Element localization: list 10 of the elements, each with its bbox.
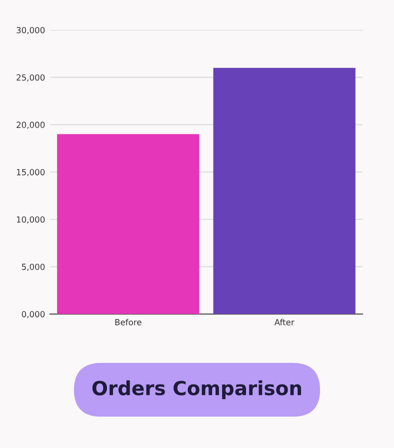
x-tick-label: After xyxy=(274,318,294,326)
y-tick-label: 15,000 xyxy=(16,169,45,176)
y-tick-label: 5,000 xyxy=(22,264,45,271)
text: Orders Comparison xyxy=(92,380,302,400)
y-tick-label: 20,000 xyxy=(16,122,45,129)
y-tick-label: 25,000 xyxy=(16,74,45,82)
x-tick-label: Before xyxy=(115,318,142,326)
y-tick-label: 10,000 xyxy=(16,216,45,224)
y-tick-label: 0,000 xyxy=(22,311,45,318)
y-tick-label: 30,000 xyxy=(16,26,45,34)
